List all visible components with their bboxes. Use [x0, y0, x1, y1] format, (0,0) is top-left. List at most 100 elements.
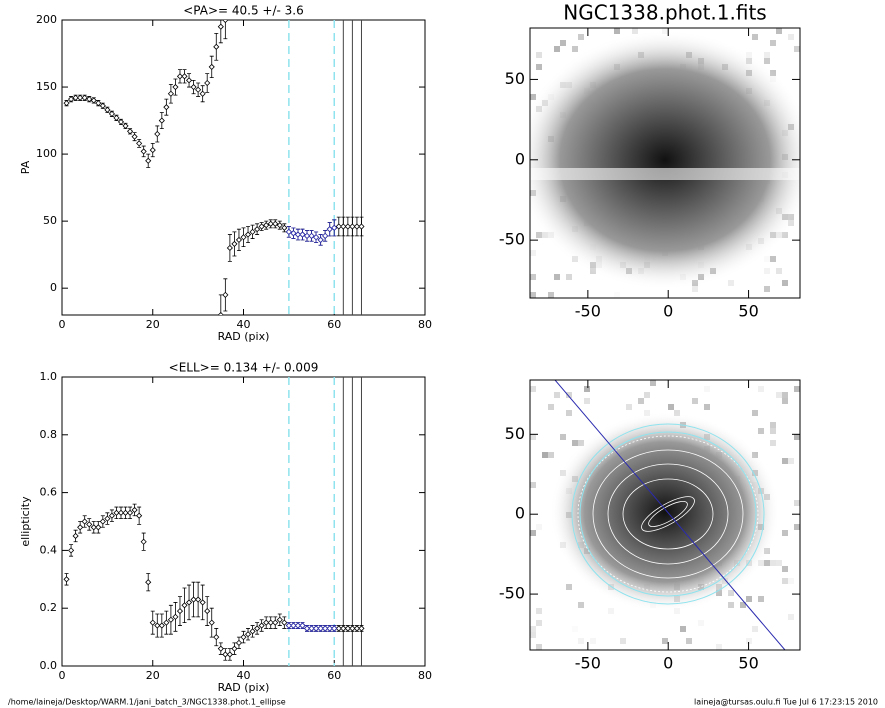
- data-point: [308, 232, 315, 239]
- data-point: [222, 291, 229, 298]
- x-tick-label: 60: [327, 669, 341, 682]
- data-point: [217, 23, 224, 30]
- data-point: [195, 596, 202, 603]
- data-point: [190, 83, 197, 91]
- data-point: [258, 223, 265, 230]
- data-point: [145, 579, 152, 586]
- chart-title: <ELL>= 0.134 +/- 0.009: [169, 361, 319, 375]
- data-point: [185, 77, 193, 84]
- data-point: [136, 140, 143, 147]
- data-point: [204, 608, 211, 615]
- data-point: [117, 509, 125, 516]
- data-point: [276, 616, 283, 623]
- data-point: [353, 625, 361, 632]
- galaxy-image-with-isophotes: [530, 380, 800, 650]
- x-tick-label: 80: [418, 318, 432, 331]
- y-axis-label: ellipticity: [19, 496, 32, 547]
- data-point: [249, 628, 256, 635]
- data-point: [254, 226, 261, 233]
- data-point: [303, 232, 311, 239]
- x-axis-label: RAD (pix): [218, 681, 270, 694]
- y-tick-label: -50: [499, 230, 525, 249]
- x-tick-label: 50: [738, 654, 758, 673]
- chart-title: NGC1338.phot.1.fits: [563, 1, 766, 25]
- data-point: [154, 622, 161, 629]
- data-point: [344, 625, 351, 632]
- x-tick-label: 20: [146, 318, 160, 331]
- data-point: [358, 223, 365, 230]
- x-tick-label: 0: [59, 318, 66, 331]
- y-tick-label: 200: [36, 13, 57, 26]
- data-point: [104, 106, 111, 113]
- x-tick-label: 60: [327, 318, 341, 331]
- y-tick-label: 0: [515, 149, 525, 168]
- data-point: [158, 622, 165, 629]
- y-tick-label: 0.8: [40, 428, 58, 441]
- footer-stamp: laineja@tursas.oulu.fi Tue Jul 6 17:23:1…: [694, 698, 878, 707]
- y-tick-label: -50: [499, 584, 525, 603]
- data-point: [294, 622, 302, 629]
- data-point: [81, 518, 88, 525]
- data-point: [290, 622, 297, 629]
- data-point: [231, 645, 238, 652]
- data-point: [140, 148, 147, 155]
- data-point: [322, 232, 329, 239]
- y-tick-label: 1.0: [40, 370, 58, 383]
- data-point: [272, 220, 279, 227]
- y-tick-label: 0.6: [40, 486, 58, 499]
- chart-title: <PA>= 40.5 +/- 3.6: [183, 4, 304, 18]
- data-point: [231, 240, 238, 247]
- data-point: [185, 599, 193, 606]
- data-point: [149, 147, 156, 154]
- data-point: [340, 625, 347, 632]
- data-point: [108, 512, 115, 519]
- data-point: [308, 625, 315, 632]
- data-point: [235, 236, 243, 243]
- data-point: [317, 236, 324, 243]
- data-point: [126, 128, 134, 135]
- data-point: [199, 90, 206, 97]
- data-point: [113, 114, 120, 121]
- footer-path: /home/laineja/Desktop/WARM.1/jani_batch_…: [8, 698, 286, 707]
- data-point: [81, 94, 88, 101]
- data-point: [172, 83, 179, 91]
- data-point: [353, 223, 361, 230]
- data-point: [240, 234, 247, 241]
- data-point: [108, 110, 115, 117]
- data-point: [331, 625, 338, 632]
- data-point: [344, 223, 351, 230]
- y-tick-label: 0: [50, 281, 57, 294]
- data-point: [176, 608, 184, 615]
- data-point: [208, 63, 215, 70]
- data-point: [281, 619, 288, 626]
- data-point: [176, 73, 184, 80]
- data-point: [122, 509, 129, 516]
- data-point: [326, 226, 333, 233]
- data-point: [281, 224, 288, 231]
- x-tick-label: -50: [575, 302, 601, 321]
- x-tick-label: 0: [59, 669, 66, 682]
- data-point: [349, 223, 356, 230]
- data-point: [272, 619, 279, 626]
- galaxy-image: [530, 28, 800, 298]
- data-point: [136, 512, 143, 519]
- data-point: [158, 117, 165, 124]
- data-point: [285, 228, 292, 235]
- data-point: [217, 311, 224, 315]
- y-axis-label: PA: [19, 160, 32, 174]
- x-tick-label: 40: [237, 669, 251, 682]
- y-tick-label: 0.4: [40, 543, 58, 556]
- data-point: [313, 625, 320, 632]
- x-tick-label: 80: [418, 669, 432, 682]
- data-point: [77, 524, 84, 531]
- data-point: [90, 524, 97, 531]
- data-point: [95, 524, 102, 531]
- x-tick-label: 20: [146, 669, 160, 682]
- data-point: [276, 222, 283, 229]
- data-point: [163, 104, 170, 111]
- y-tick-label: 50: [505, 424, 525, 443]
- data-point: [122, 122, 129, 129]
- y-tick-label: 50: [43, 214, 57, 227]
- data-point: [167, 616, 174, 623]
